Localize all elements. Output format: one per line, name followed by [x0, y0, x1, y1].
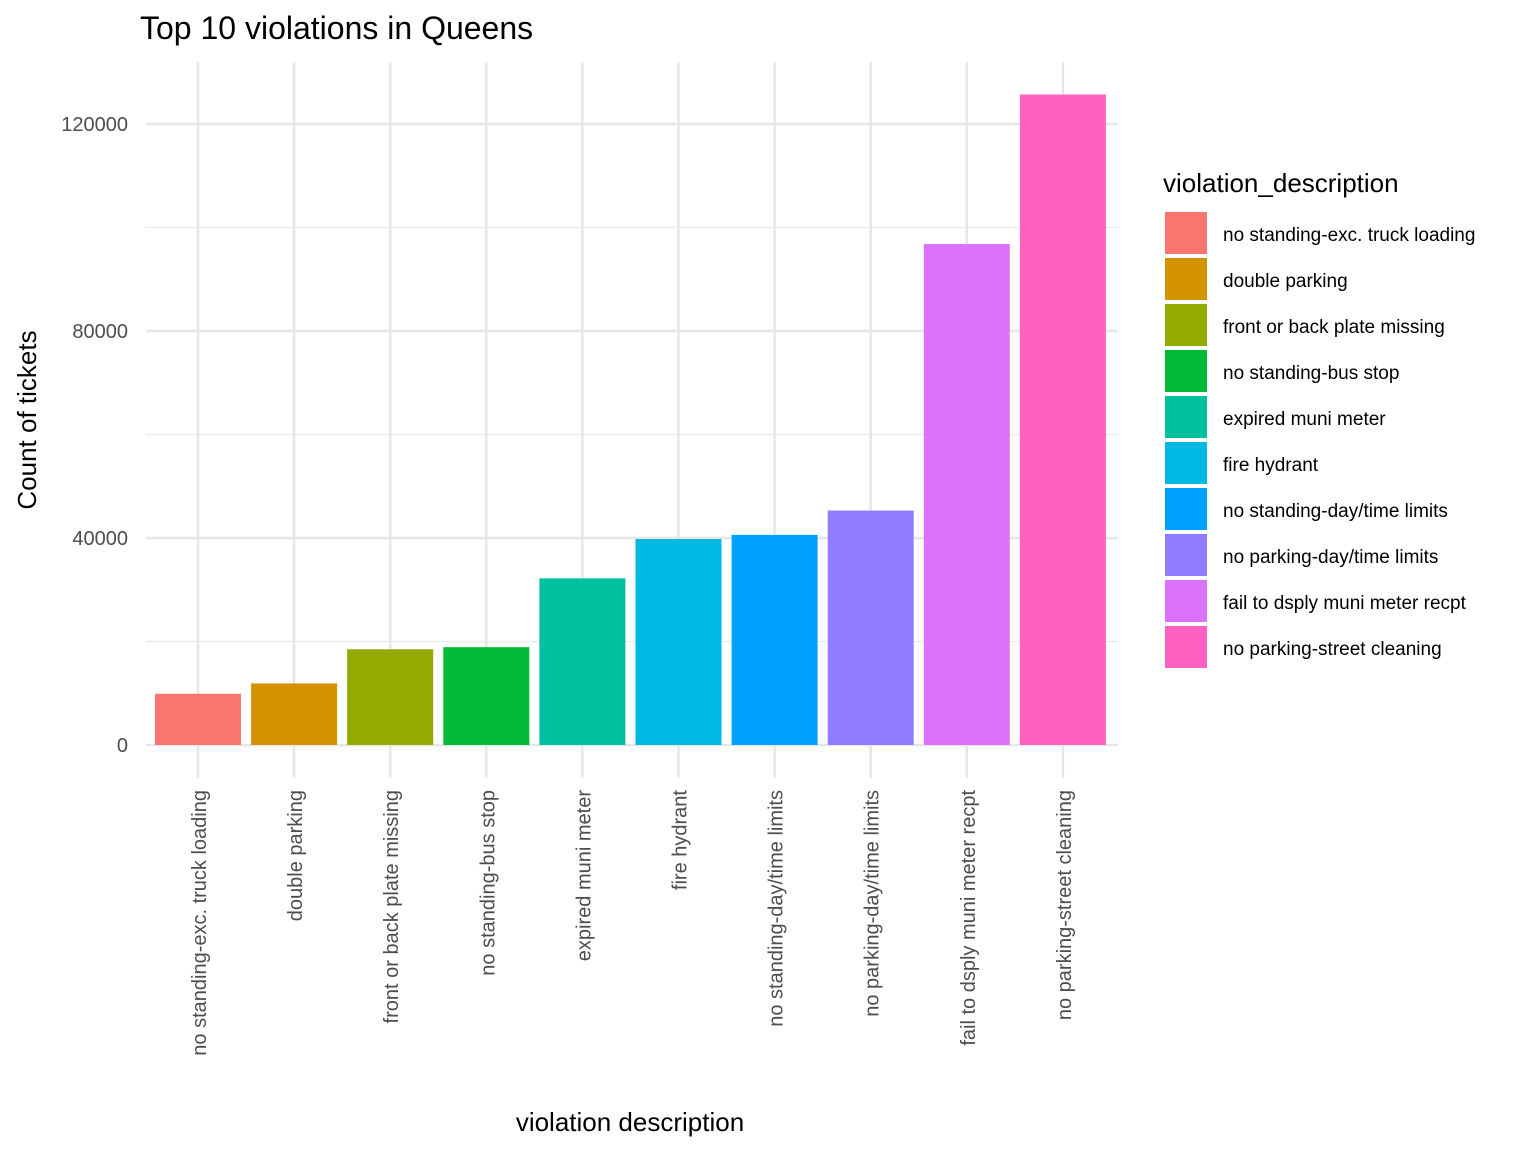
- bar: [923, 244, 1010, 745]
- legend-label: no standing-exc. truck loading: [1223, 225, 1475, 246]
- y-tick-label: 0: [117, 735, 128, 757]
- x-tick-label: fail to dsply muni meter recpt: [958, 790, 980, 1046]
- legend-title: violation_description: [1163, 168, 1399, 198]
- legend-key: [1165, 304, 1207, 346]
- y-tick-label: 80000: [72, 321, 128, 343]
- bar: [1019, 94, 1106, 745]
- x-tick-label: fire hydrant: [670, 790, 692, 890]
- legend-key: [1165, 212, 1207, 254]
- bar: [251, 683, 338, 745]
- x-axis-title: violation description: [516, 1107, 744, 1137]
- x-tick-label: front or back plate missing: [381, 790, 403, 1023]
- legend-key: [1165, 350, 1207, 392]
- bar: [539, 578, 626, 745]
- legend-key: [1165, 396, 1207, 438]
- x-tick-label: no standing-day/time limits: [766, 790, 788, 1027]
- legend-key: [1165, 626, 1207, 668]
- legend-key: [1165, 258, 1207, 300]
- bar: [731, 534, 818, 745]
- x-axis-ticks: no standing-exc. truck loading double par…: [189, 790, 1076, 1056]
- bar: [347, 649, 434, 745]
- y-tick-label: 120000: [61, 114, 128, 136]
- x-tick-label: double parking: [285, 790, 307, 921]
- legend-label: fire hydrant: [1223, 455, 1319, 476]
- x-tick-label: no standing-exc. truck loading: [189, 790, 211, 1056]
- legend: violation_description no standing-exc. t…: [1163, 168, 1475, 668]
- legend-key: [1165, 580, 1207, 622]
- legend-label: front or back plate missing: [1223, 317, 1445, 338]
- legend-label: no parking-street cleaning: [1223, 639, 1442, 660]
- bar: [635, 539, 722, 745]
- y-tick-label: 40000: [72, 528, 128, 550]
- bars: [155, 94, 1106, 745]
- y-axis-title: Count of tickets: [12, 330, 42, 509]
- bar: [443, 647, 530, 745]
- bar: [827, 510, 914, 745]
- x-tick-label: no parking-day/time limits: [862, 790, 884, 1017]
- legend-label: no parking-day/time limits: [1223, 547, 1438, 568]
- y-axis-ticks: 0 40000 80000 120000: [61, 114, 128, 757]
- legend-items: no standing-exc. truck loading double par…: [1165, 212, 1475, 668]
- legend-key: [1165, 442, 1207, 484]
- chart-title: Top 10 violations in Queens: [140, 10, 533, 46]
- bar: [155, 693, 241, 745]
- legend-key: [1165, 488, 1207, 530]
- legend-label: expired muni meter: [1223, 409, 1386, 430]
- legend-label: double parking: [1223, 271, 1348, 292]
- legend-key: [1165, 534, 1207, 576]
- legend-label: no standing-day/time limits: [1223, 501, 1448, 522]
- x-tick-label: no standing-bus stop: [477, 790, 499, 976]
- x-tick-label: no parking-street cleaning: [1054, 790, 1076, 1020]
- x-tick-label: expired muni meter: [573, 790, 595, 962]
- legend-label: no standing-bus stop: [1223, 363, 1399, 384]
- legend-label: fail to dsply muni meter recpt: [1223, 593, 1467, 614]
